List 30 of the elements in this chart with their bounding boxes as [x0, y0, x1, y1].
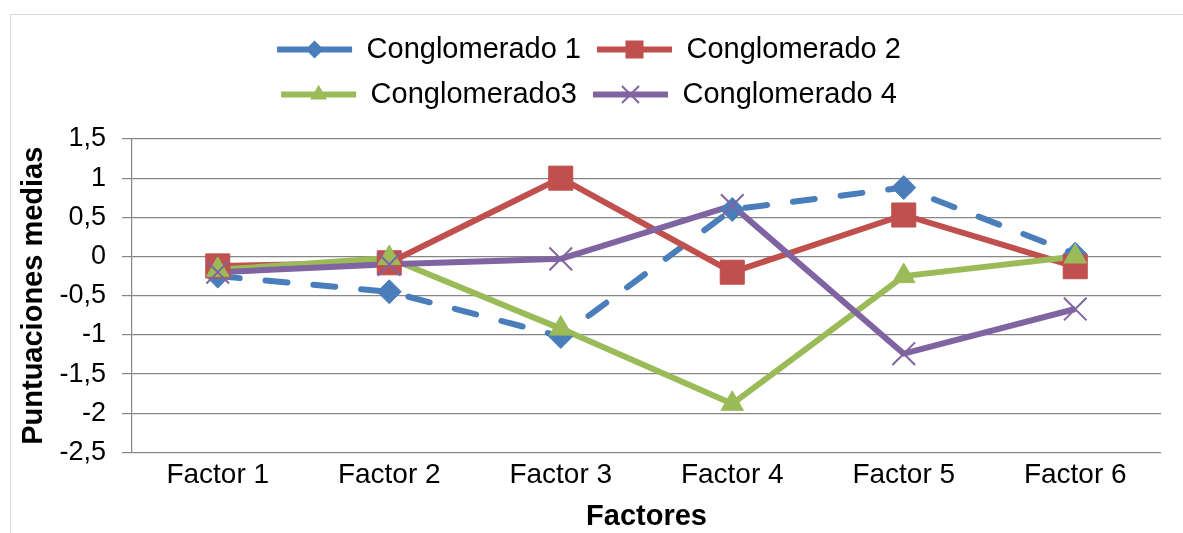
y-tick-label: 1,5 [68, 122, 106, 153]
point [719, 193, 745, 218]
legend-label: Conglomerado 1 [366, 31, 582, 64]
point [548, 246, 574, 272]
y-tick-label: 1 [90, 161, 106, 192]
y-tick-label: -1 [81, 318, 106, 349]
y-tick-label: -0,5 [59, 279, 106, 310]
legend-label: Conglomerado 4 [682, 76, 897, 109]
legend-label: Conglomerado 2 [686, 31, 901, 64]
x-tick-label: Factor 3 [509, 457, 613, 489]
point [891, 202, 917, 228]
y-tick-label: 0,5 [68, 200, 106, 231]
x-axis-title: Factores [586, 498, 707, 531]
legend-label: Conglomerado3 [370, 76, 577, 109]
x-tick-label: Factor 1 [166, 457, 270, 489]
point [548, 165, 574, 191]
x-tick-label: Factor 2 [337, 457, 441, 489]
y-tick-label: 0 [90, 239, 106, 270]
point [376, 279, 402, 305]
y-tick-label: -2,5 [59, 435, 106, 466]
point [719, 259, 745, 285]
point [891, 341, 917, 366]
x-tick-label: Factor 5 [852, 457, 956, 489]
x-tick-label: Factor 6 [1023, 457, 1127, 489]
point [891, 175, 917, 201]
y-axis-title: Puntuaciones medias [16, 146, 49, 445]
x-tick-label: Factor 4 [680, 457, 784, 489]
y-tick-label: -2 [81, 396, 106, 427]
point [1062, 296, 1088, 322]
y-tick-label: -1,5 [59, 357, 106, 388]
